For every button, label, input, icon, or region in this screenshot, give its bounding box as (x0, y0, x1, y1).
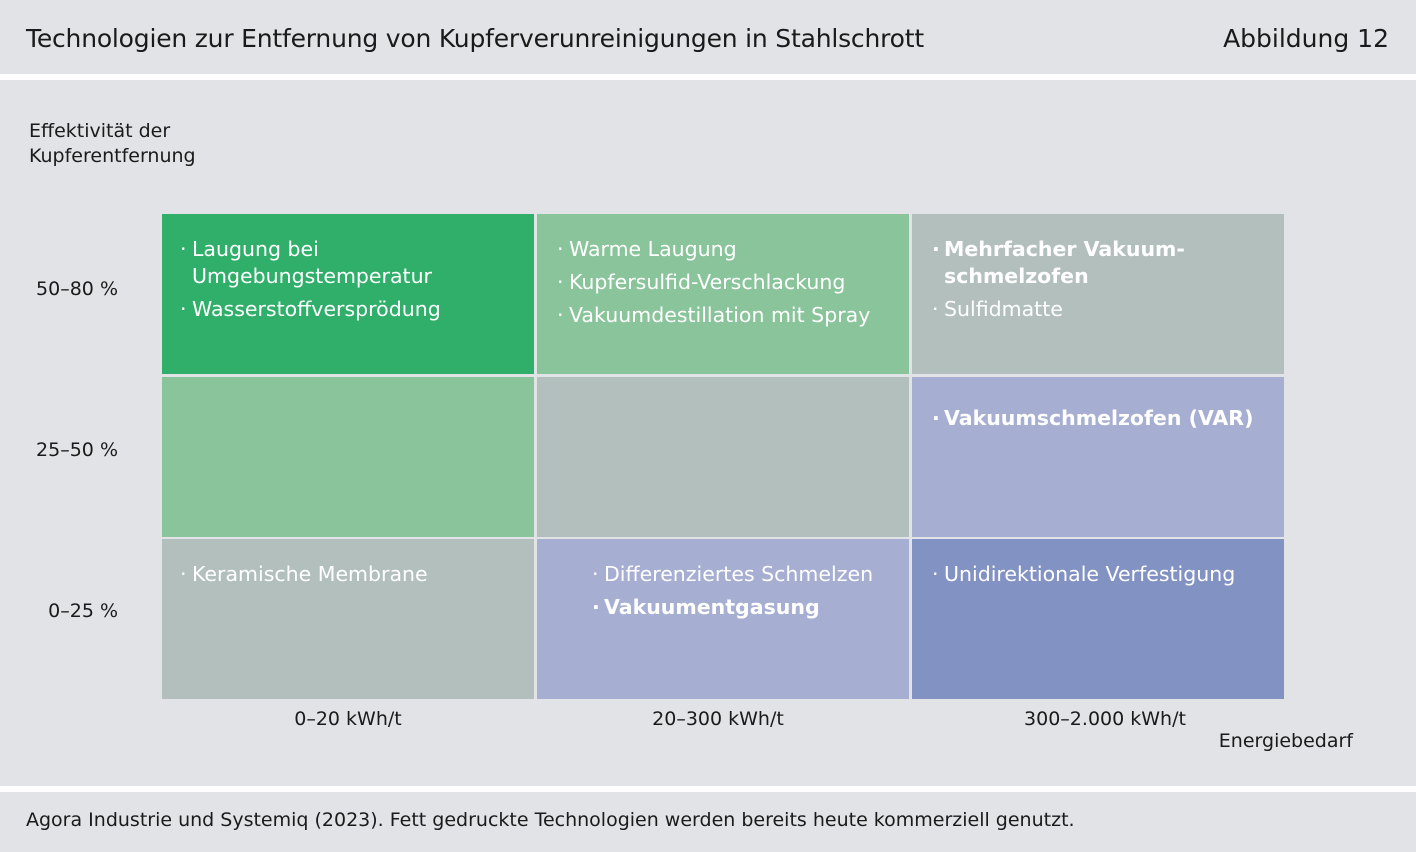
technology-item: Mehrfacher Vakuum-schmelzofen (932, 236, 1185, 290)
technology-item: Unidirektionale Verfestigung (932, 561, 1235, 588)
technology-item: Vakuumschmelzofen (VAR) (932, 405, 1253, 432)
cell-mid-low-energy (162, 377, 534, 537)
cell-low-high-energy: Unidirektionale Verfestigung (912, 539, 1284, 699)
cell-mid-mid-energy (537, 377, 909, 537)
y-axis-label-line1: Effektivität der (29, 120, 171, 142)
figure-title: Technologien zur Entfernung von Kupferve… (26, 24, 924, 53)
technology-item: Kupfersulfid-Verschlackung (557, 269, 870, 296)
technology-item: Vakuumdestillation mit Spray (557, 302, 870, 329)
header: Technologien zur Entfernung von Kupferve… (0, 0, 1416, 74)
technology-item: Keramische Membrane (180, 561, 428, 588)
technology-item: Differenziertes Schmelzen (592, 561, 873, 588)
figure-number: Abbildung 12 (1223, 24, 1389, 53)
y-tick-high: 50–80 % (36, 278, 118, 300)
x-axis-label: Energiebedarf (1218, 730, 1353, 752)
technology-item: Warme Laugung (557, 236, 870, 263)
cell-low-mid-energy: Differenziertes Schmelzen Vakuumentgasun… (537, 539, 909, 699)
x-tick-high: 300–2.000 kWh/t (1024, 708, 1186, 730)
x-tick-low: 0–20 kWh/t (294, 708, 402, 730)
y-tick-mid: 25–50 % (36, 439, 118, 461)
cell-mid-high-energy: Vakuumschmelzofen (VAR) (912, 377, 1284, 537)
y-axis-label: Effektivität der Kupferentfernung (29, 119, 279, 169)
cell-high-mid-energy: Warme Laugung Kupfersulfid-Verschlackung… (537, 214, 909, 374)
cell-low-low-energy: Keramische Membrane (162, 539, 534, 699)
footer: Agora Industrie und Systemiq (2023). Fet… (0, 792, 1416, 852)
technology-item: Wasserstoffversprödung (180, 296, 441, 323)
technology-item: Vakuumentgasung (592, 594, 873, 621)
x-tick-mid: 20–300 kWh/t (652, 708, 784, 730)
cell-high-high-energy: Mehrfacher Vakuum-schmelzofen Sulfidmatt… (912, 214, 1284, 374)
y-tick-low: 0–25 % (48, 600, 118, 622)
technology-item: Sulfidmatte (932, 296, 1185, 323)
source-note: Agora Industrie und Systemiq (2023). Fet… (26, 809, 1075, 831)
y-axis-label-line2: Kupferentfernung (29, 145, 196, 167)
